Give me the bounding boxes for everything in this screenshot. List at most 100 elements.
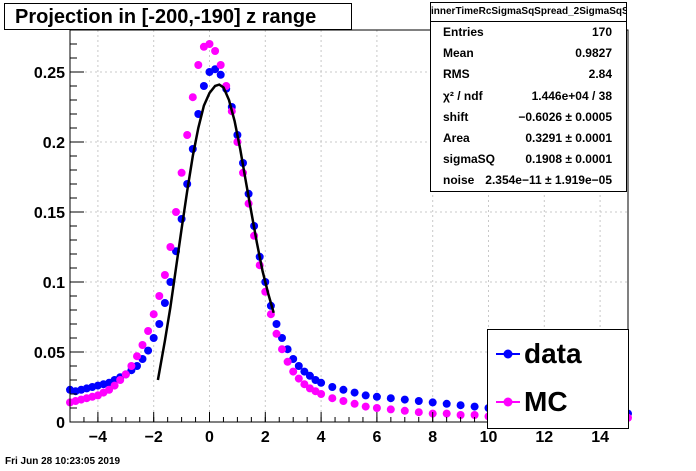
x-tick-label: 6: [372, 429, 381, 446]
stats-label: noise: [443, 173, 475, 188]
data-point-data: [400, 395, 409, 404]
y-tick-label: 0.15: [34, 205, 65, 222]
stats-row: Area 0.3291 ± 0.0001: [431, 128, 626, 149]
x-tick-label: 4: [317, 429, 326, 446]
y-tick-label: 0: [56, 415, 65, 432]
data-point-data: [278, 334, 286, 342]
data-point-mc: [400, 406, 409, 415]
stats-value: −0.6026 ± 0.0005: [518, 109, 612, 124]
x-tick-label: 8: [428, 429, 437, 446]
x-tick-label: 10: [480, 429, 498, 446]
data-point-mc: [350, 399, 359, 408]
data-point-data: [133, 362, 141, 370]
data-point-data: [166, 278, 175, 286]
data-point-data: [211, 65, 220, 74]
stats-title: innerTimeRcSigmaSqSpread_2SigmaSqSpread: [431, 3, 626, 22]
data-point-data: [272, 320, 281, 328]
data-point-mc: [278, 345, 286, 354]
data-point-mc: [110, 381, 119, 390]
data-point-mc: [470, 411, 479, 419]
stats-label: sigmaSQ: [443, 152, 496, 167]
legend-label-mc: MC: [524, 386, 568, 417]
data-point-mc: [414, 408, 423, 417]
data-point-data: [456, 401, 465, 410]
data-point-mc: [188, 93, 197, 102]
chart-title-box: Projection in [-200,-190] z range: [4, 3, 352, 30]
data-point-data: [328, 383, 337, 391]
data-point-data: [372, 392, 381, 401]
data-point-mc: [294, 374, 303, 383]
stats-value: 170: [591, 25, 612, 39]
legend-label-data: data: [524, 338, 582, 369]
stats-row: Entries 170: [431, 22, 626, 43]
data-point-mc: [127, 362, 136, 370]
data-point-data: [428, 398, 437, 407]
data-point-mc: [216, 61, 225, 69]
stats-row: shift −0.6026 ± 0.0005: [431, 107, 626, 128]
stats-value: 0.3291 ± 0.0001: [525, 130, 612, 145]
fit-curve: [156, 83, 275, 381]
data-point-mc: [155, 292, 164, 300]
timestamp-footer: Fri Jun 28 10:23:05 2019: [5, 456, 121, 467]
x-tick-label: 2: [261, 429, 270, 446]
data-point-mc: [166, 243, 175, 251]
stats-value: 0.9827: [575, 46, 612, 61]
y-tick-label: 0.05: [34, 345, 65, 362]
data-point-mc: [205, 40, 214, 48]
stats-row: noise 2.354e−11 ± 1.919e−05: [431, 170, 626, 191]
data-point-mc: [317, 390, 326, 398]
stats-box: innerTimeRcSigmaSqSpread_2SigmaSqSpread …: [430, 2, 627, 192]
data-point-mc: [442, 409, 451, 418]
stats-row: RMS 2.84: [431, 64, 626, 85]
data-point-mc: [386, 405, 395, 414]
y-tick-label: 0.25: [34, 65, 65, 82]
data-point-data: [414, 397, 423, 405]
stats-label: Entries: [443, 25, 484, 39]
stats-value: 2.84: [588, 67, 612, 82]
data-point-mc: [194, 61, 203, 69]
x-tick-label: 12: [535, 429, 553, 446]
y-ticks: 0 0.05 0.1 0.15 0.2 0.25: [34, 29, 84, 432]
stats-label: shift: [443, 109, 469, 124]
data-point-mc: [133, 352, 141, 361]
stats-row: Mean 0.9827: [431, 43, 626, 64]
x-tick-label: 0: [205, 429, 214, 446]
chart-title: Projection in [-200,-190] z range: [15, 6, 317, 28]
data-point-mc: [272, 329, 281, 338]
data-point-data: [339, 385, 348, 394]
legend-item-mc: MC: [488, 378, 628, 426]
stats-row: sigmaSQ 0.1908 ± 0.0001: [431, 149, 626, 170]
data-point-data: [294, 362, 303, 370]
data-point-data: [199, 82, 208, 90]
data-point-data: [283, 345, 292, 354]
data-point-data: [386, 394, 395, 403]
data-point-mc: [456, 411, 465, 419]
legend-item-data: data: [488, 330, 628, 378]
stats-value: 2.354e−11 ± 1.919e−05: [485, 173, 612, 188]
stats-label: Mean: [443, 46, 474, 61]
stats-label: χ² / ndf: [443, 88, 483, 103]
data-point-data: [470, 402, 479, 411]
data-point-mc: [300, 380, 309, 389]
data-point-mc: [149, 310, 158, 319]
data-point-mc: [339, 397, 348, 405]
data-point-data: [149, 334, 158, 342]
stats-value: 1.446e+04 / 38: [531, 88, 612, 103]
data-point-mc: [116, 376, 125, 384]
stats-row: χ² / ndf 1.446e+04 / 38: [431, 86, 626, 107]
data-point-mc: [372, 404, 381, 412]
data-point-data: [300, 367, 309, 376]
data-point-data: [317, 378, 326, 387]
data-point-mc: [160, 271, 169, 279]
data-point-data: [350, 388, 359, 397]
data-point-data: [216, 70, 225, 79]
y-tick-label: 0.1: [43, 275, 65, 292]
data-point-mc: [177, 168, 186, 177]
data-point-mc: [328, 394, 337, 403]
data-point-data: [155, 320, 164, 328]
data-point-mc: [105, 385, 114, 394]
data-point-data: [361, 391, 370, 400]
data-point-mc: [361, 402, 370, 411]
data-point-mc: [289, 367, 298, 376]
data-point-mc: [283, 357, 292, 366]
